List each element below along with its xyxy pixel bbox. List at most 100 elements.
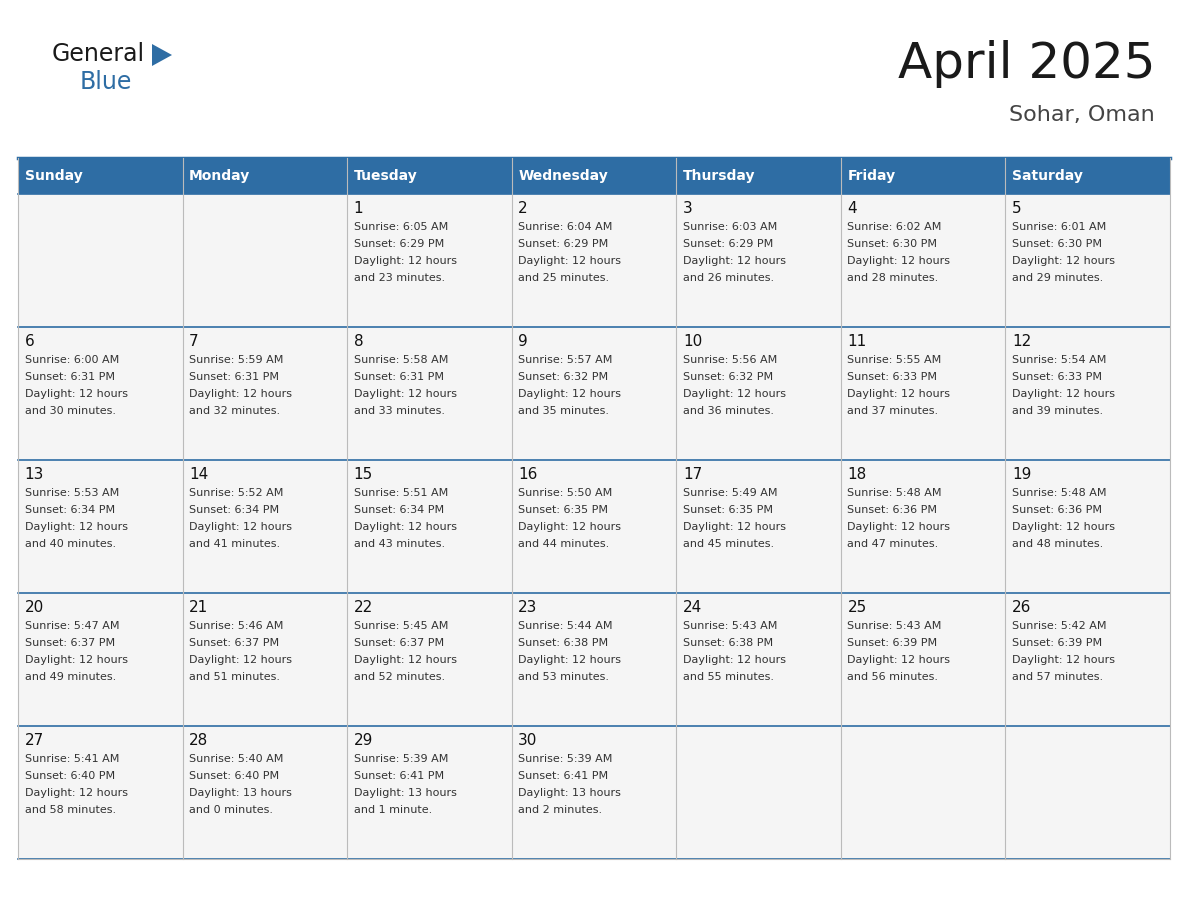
Bar xyxy=(183,726,347,859)
Text: Sunrise: 6:03 AM: Sunrise: 6:03 AM xyxy=(683,222,777,232)
Text: Daylight: 12 hours: Daylight: 12 hours xyxy=(189,522,292,532)
Text: and 30 minutes.: and 30 minutes. xyxy=(25,406,115,416)
Text: and 44 minutes.: and 44 minutes. xyxy=(518,539,609,549)
Text: and 40 minutes.: and 40 minutes. xyxy=(25,539,115,549)
Text: Sunset: 6:31 PM: Sunset: 6:31 PM xyxy=(354,372,444,382)
Bar xyxy=(676,327,841,460)
Text: and 51 minutes.: and 51 minutes. xyxy=(189,672,280,682)
Bar xyxy=(183,460,347,593)
Text: Friday: Friday xyxy=(847,169,896,183)
Text: Sunrise: 5:49 AM: Sunrise: 5:49 AM xyxy=(683,488,777,498)
Text: 28: 28 xyxy=(189,733,208,748)
Text: Sunrise: 6:02 AM: Sunrise: 6:02 AM xyxy=(847,222,942,232)
Text: Sunrise: 5:46 AM: Sunrise: 5:46 AM xyxy=(189,621,284,631)
Polygon shape xyxy=(152,44,172,66)
Text: Sohar, Oman: Sohar, Oman xyxy=(1010,105,1155,125)
Bar xyxy=(676,194,841,327)
Text: Sunrise: 5:48 AM: Sunrise: 5:48 AM xyxy=(1012,488,1106,498)
Text: Daylight: 12 hours: Daylight: 12 hours xyxy=(354,389,456,399)
Text: 17: 17 xyxy=(683,467,702,482)
Text: Sunset: 6:40 PM: Sunset: 6:40 PM xyxy=(189,771,279,781)
Text: and 35 minutes.: and 35 minutes. xyxy=(518,406,609,416)
Text: Sunset: 6:33 PM: Sunset: 6:33 PM xyxy=(847,372,937,382)
Text: 10: 10 xyxy=(683,334,702,349)
Text: Sunset: 6:37 PM: Sunset: 6:37 PM xyxy=(354,638,444,648)
Text: Sunrise: 5:43 AM: Sunrise: 5:43 AM xyxy=(847,621,942,631)
Text: Daylight: 12 hours: Daylight: 12 hours xyxy=(25,788,127,798)
Text: General: General xyxy=(52,42,145,66)
Text: and 1 minute.: and 1 minute. xyxy=(354,805,432,815)
Text: Daylight: 12 hours: Daylight: 12 hours xyxy=(683,522,786,532)
Bar xyxy=(1005,194,1170,327)
Text: and 53 minutes.: and 53 minutes. xyxy=(518,672,609,682)
Text: 9: 9 xyxy=(518,334,527,349)
Text: 11: 11 xyxy=(847,334,867,349)
Text: Sunset: 6:41 PM: Sunset: 6:41 PM xyxy=(354,771,444,781)
Text: and 29 minutes.: and 29 minutes. xyxy=(1012,273,1104,283)
Bar xyxy=(841,593,1005,726)
Text: Saturday: Saturday xyxy=(1012,169,1083,183)
Text: and 37 minutes.: and 37 minutes. xyxy=(847,406,939,416)
Bar xyxy=(512,327,676,460)
Text: Daylight: 12 hours: Daylight: 12 hours xyxy=(189,389,292,399)
Text: Sunset: 6:39 PM: Sunset: 6:39 PM xyxy=(847,638,937,648)
Text: and 32 minutes.: and 32 minutes. xyxy=(189,406,280,416)
Text: 26: 26 xyxy=(1012,600,1031,615)
Text: 2: 2 xyxy=(518,201,527,216)
Text: and 48 minutes.: and 48 minutes. xyxy=(1012,539,1104,549)
Text: Sunrise: 5:39 AM: Sunrise: 5:39 AM xyxy=(354,754,448,764)
Text: Daylight: 12 hours: Daylight: 12 hours xyxy=(25,655,127,665)
Bar xyxy=(841,194,1005,327)
Text: Sunset: 6:29 PM: Sunset: 6:29 PM xyxy=(354,239,444,249)
Text: and 36 minutes.: and 36 minutes. xyxy=(683,406,773,416)
Text: Sunrise: 6:05 AM: Sunrise: 6:05 AM xyxy=(354,222,448,232)
Bar xyxy=(347,327,512,460)
Text: Daylight: 12 hours: Daylight: 12 hours xyxy=(847,389,950,399)
Bar xyxy=(18,194,183,327)
Text: Sunrise: 5:51 AM: Sunrise: 5:51 AM xyxy=(354,488,448,498)
Text: 29: 29 xyxy=(354,733,373,748)
Text: and 52 minutes.: and 52 minutes. xyxy=(354,672,444,682)
Text: Sunset: 6:40 PM: Sunset: 6:40 PM xyxy=(25,771,115,781)
Text: Daylight: 12 hours: Daylight: 12 hours xyxy=(354,256,456,266)
Text: 4: 4 xyxy=(847,201,857,216)
Text: Sunset: 6:34 PM: Sunset: 6:34 PM xyxy=(354,505,444,515)
Text: and 41 minutes.: and 41 minutes. xyxy=(189,539,280,549)
Text: Sunrise: 5:48 AM: Sunrise: 5:48 AM xyxy=(847,488,942,498)
Bar xyxy=(18,726,183,859)
Text: Sunrise: 6:01 AM: Sunrise: 6:01 AM xyxy=(1012,222,1106,232)
Text: 13: 13 xyxy=(25,467,44,482)
Text: Sunrise: 5:55 AM: Sunrise: 5:55 AM xyxy=(847,355,942,365)
Text: 5: 5 xyxy=(1012,201,1022,216)
Text: Sunset: 6:32 PM: Sunset: 6:32 PM xyxy=(683,372,773,382)
Text: Sunset: 6:38 PM: Sunset: 6:38 PM xyxy=(683,638,773,648)
Text: Sunset: 6:31 PM: Sunset: 6:31 PM xyxy=(25,372,114,382)
Text: 25: 25 xyxy=(847,600,867,615)
Bar xyxy=(18,158,1170,194)
Text: Sunday: Sunday xyxy=(25,169,82,183)
Text: Daylight: 12 hours: Daylight: 12 hours xyxy=(189,655,292,665)
Text: Daylight: 12 hours: Daylight: 12 hours xyxy=(847,522,950,532)
Text: Sunset: 6:39 PM: Sunset: 6:39 PM xyxy=(1012,638,1102,648)
Text: Daylight: 12 hours: Daylight: 12 hours xyxy=(1012,522,1116,532)
Bar xyxy=(1005,327,1170,460)
Bar xyxy=(841,726,1005,859)
Bar xyxy=(512,726,676,859)
Text: Daylight: 13 hours: Daylight: 13 hours xyxy=(354,788,456,798)
Text: Wednesday: Wednesday xyxy=(518,169,608,183)
Text: 7: 7 xyxy=(189,334,198,349)
Text: Sunrise: 5:58 AM: Sunrise: 5:58 AM xyxy=(354,355,448,365)
Text: Blue: Blue xyxy=(80,70,132,94)
Text: and 26 minutes.: and 26 minutes. xyxy=(683,273,775,283)
Bar xyxy=(676,726,841,859)
Text: Daylight: 12 hours: Daylight: 12 hours xyxy=(683,256,786,266)
Bar xyxy=(1005,726,1170,859)
Text: Sunset: 6:30 PM: Sunset: 6:30 PM xyxy=(847,239,937,249)
Text: Sunrise: 5:50 AM: Sunrise: 5:50 AM xyxy=(518,488,613,498)
Bar xyxy=(512,593,676,726)
Text: Sunset: 6:31 PM: Sunset: 6:31 PM xyxy=(189,372,279,382)
Text: and 39 minutes.: and 39 minutes. xyxy=(1012,406,1104,416)
Text: 23: 23 xyxy=(518,600,538,615)
Bar xyxy=(18,327,183,460)
Text: 30: 30 xyxy=(518,733,538,748)
